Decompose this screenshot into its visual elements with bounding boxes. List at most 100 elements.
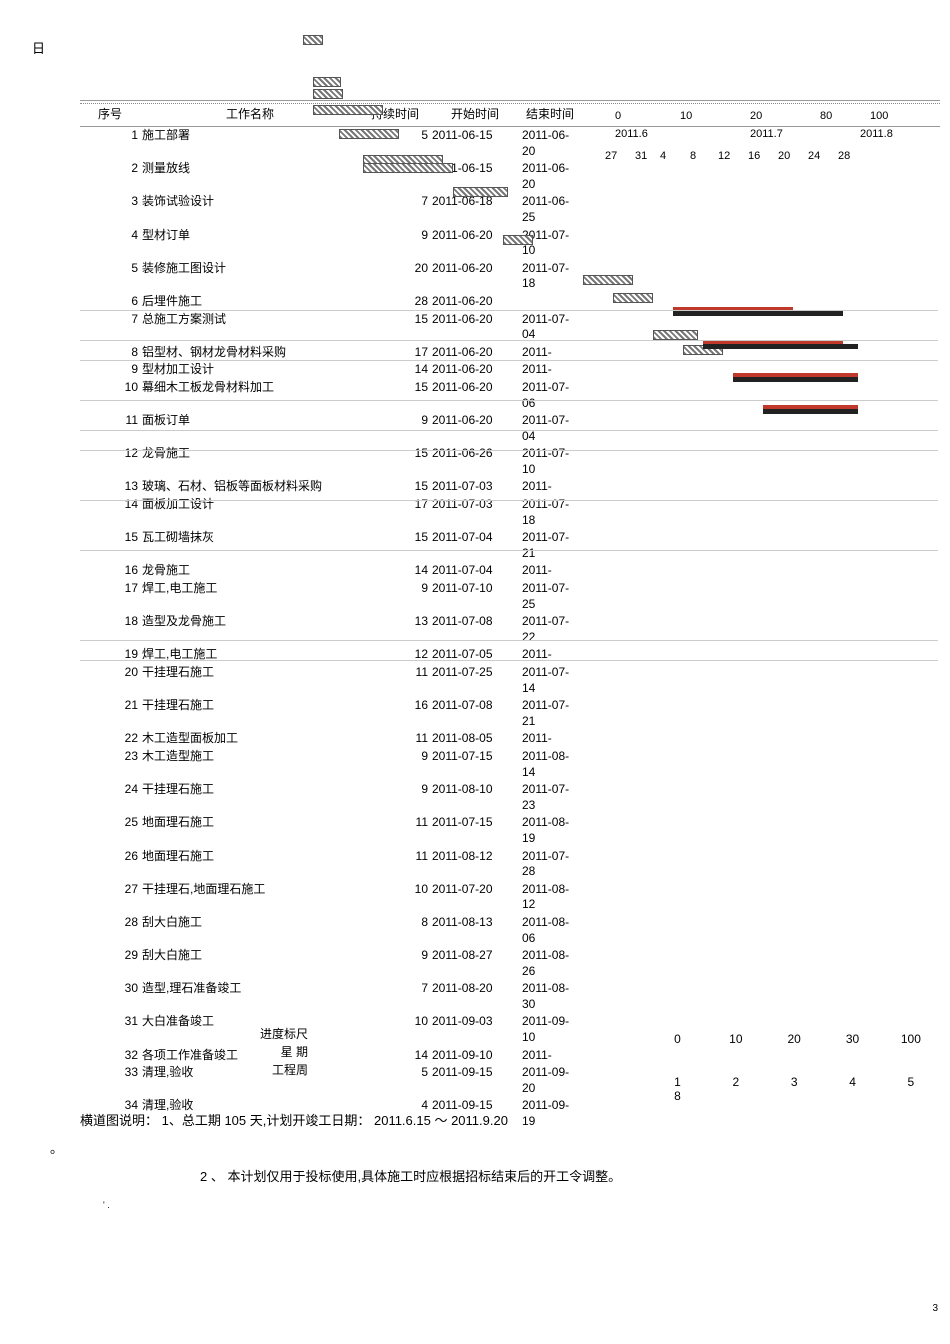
- cell-seq: 20: [80, 664, 140, 697]
- cell-seq: 31: [80, 1013, 140, 1046]
- tiny-quote: ' .: [103, 1200, 110, 1210]
- gantt-bar: [613, 293, 653, 303]
- cell-seq: 18: [80, 613, 140, 646]
- cell-start: 2011-07-05: [430, 646, 520, 664]
- cell-end: 2011-07-14: [520, 664, 580, 697]
- cell-seq: 17: [80, 580, 140, 613]
- cell-start: 2011-07-08: [430, 697, 520, 730]
- cell-seq: 3: [80, 193, 140, 226]
- cell-seq: 29: [80, 947, 140, 980]
- cell-seq: 2: [80, 160, 140, 193]
- cell-end: 2011-07-23: [520, 781, 580, 814]
- cell-seq: 24: [80, 781, 140, 814]
- cell-name: 干挂理石施工: [140, 664, 360, 697]
- cell-seq: 9: [80, 361, 140, 379]
- gantt-bar: [303, 35, 323, 45]
- cell-end: 2011-09-20: [520, 1064, 580, 1097]
- cell-end: 2011-07-21: [520, 697, 580, 730]
- cell-name: 大白准备竣工: [140, 1013, 360, 1046]
- gantt-bar: [583, 275, 633, 285]
- cell-start: 2011-08-13: [430, 914, 520, 947]
- cell-dur: 14: [360, 1047, 430, 1065]
- table-row: 23木工造型施工92011-07-152011-08-14: [80, 748, 940, 781]
- cell-end: 2011-08-26: [520, 947, 580, 980]
- cell-seq: 32: [80, 1047, 140, 1065]
- cell-end: 2011-09-10: [520, 1013, 580, 1046]
- cell-seq: 7: [80, 311, 140, 344]
- cell-seq: 5: [80, 260, 140, 293]
- cell-start: 2011-08-10: [430, 781, 520, 814]
- cell-name: 造型,理石准备竣工: [140, 980, 360, 1013]
- cell-name: 造型及龙骨施工: [140, 613, 360, 646]
- cell-end: 2011-08-06: [520, 914, 580, 947]
- cell-dur: 11: [360, 814, 430, 847]
- gantt-solid-bar: [673, 311, 843, 316]
- gantt-solid-bar: [703, 344, 858, 349]
- gantt-solid-bar: [763, 409, 858, 414]
- cell-start: 2011-09-03: [430, 1013, 520, 1046]
- cell-seq: 10: [80, 379, 140, 412]
- cell-dur: 9: [360, 947, 430, 980]
- cell-end: 2011-08-30: [520, 980, 580, 1013]
- cell-name: 木工造型面板加工: [140, 730, 360, 748]
- cell-name: 干挂理石,地面理石施工: [140, 881, 360, 914]
- cell-end: 2011-08-19: [520, 814, 580, 847]
- table-row: 22木工造型面板加工112011-08-052011-: [80, 730, 940, 748]
- page-number: 3: [932, 1303, 938, 1314]
- cell-start: 2011-09-10: [430, 1047, 520, 1065]
- cell-dur: 10: [360, 881, 430, 914]
- cell-seq: 1: [80, 127, 140, 161]
- cell-start: 2011-07-20: [430, 881, 520, 914]
- cell-start: 2011-07-25: [430, 664, 520, 697]
- cell-start: 2011-07-08: [430, 613, 520, 646]
- table-row: 28刮大白施工82011-08-132011-08-06: [80, 914, 940, 947]
- cell-dur: 11: [360, 848, 430, 881]
- th-seq: 序号: [80, 101, 140, 127]
- cell-name: 刮大白施工: [140, 914, 360, 947]
- note2: 本计划仅用于投标使用,具体施工时应根据招标结束后的开工令调整。: [227, 1169, 621, 1184]
- cell-name: 木工造型施工: [140, 748, 360, 781]
- cell-end: 2011-07-22: [520, 613, 580, 646]
- cell-seq: 25: [80, 814, 140, 847]
- cell-start: 2011-08-27: [430, 947, 520, 980]
- gantt-bar: [503, 235, 533, 245]
- cell-name: 各项工作准备竣工: [140, 1047, 360, 1065]
- cell-seq: 27: [80, 881, 140, 914]
- legend-block: 进度标尺 星 期 工程周: [260, 1025, 308, 1079]
- table-row: 32各项工作准备竣工142011-09-102011-: [80, 1047, 940, 1065]
- cell-seq: 28: [80, 914, 140, 947]
- cell-dur: 11: [360, 730, 430, 748]
- cell-start: 2011-08-20: [430, 980, 520, 1013]
- cell-name: 地面理石施工: [140, 814, 360, 847]
- table-row: 27干挂理石,地面理石施工102011-07-202011-08-12: [80, 881, 940, 914]
- cell-seq: 6: [80, 293, 140, 311]
- legend-scale: 进度标尺: [260, 1025, 308, 1043]
- cell-seq: 15: [80, 529, 140, 562]
- note1: 横道图说明： 1、总工期 105 天,计划开竣工日期： 2011.6.15 ～ …: [80, 1113, 508, 1128]
- notes-block: 横道图说明： 1、总工期 105 天,计划开竣工日期： 2011.6.15 ～ …: [80, 1110, 880, 1194]
- cell-seq: 33: [80, 1064, 140, 1097]
- cell-name: 清理,验收: [140, 1064, 360, 1097]
- cell-seq: 13: [80, 478, 140, 496]
- table-row: 20干挂理石施工112011-07-252011-07-14: [80, 664, 940, 697]
- gantt-bar: [653, 330, 698, 340]
- cell-dur: 8: [360, 914, 430, 947]
- cell-dur: 7: [360, 980, 430, 1013]
- legend-proj-week: 工程周: [260, 1061, 308, 1079]
- cell-seq: 11: [80, 412, 140, 445]
- week-scale: 1 2 3 4 5 8: [650, 1075, 950, 1103]
- cell-dur: 5: [360, 1064, 430, 1097]
- cell-start: 2011-07-15: [430, 748, 520, 781]
- note1-suffix: 。: [50, 1138, 880, 1160]
- cell-seq: 8: [80, 344, 140, 362]
- cell-start: 2011-07-15: [430, 814, 520, 847]
- note2-prefix: 2 、: [200, 1169, 227, 1184]
- cell-dur: 11: [360, 664, 430, 697]
- cell-end: 2011-: [520, 730, 580, 748]
- gantt-bar: [313, 89, 343, 99]
- gantt-bar: [363, 163, 453, 173]
- cell-seq: 21: [80, 697, 140, 730]
- cell-start: 2011-09-15: [430, 1064, 520, 1097]
- table-row: 19焊工,电工施工122011-07-052011-: [80, 646, 940, 664]
- cell-dur: 16: [360, 697, 430, 730]
